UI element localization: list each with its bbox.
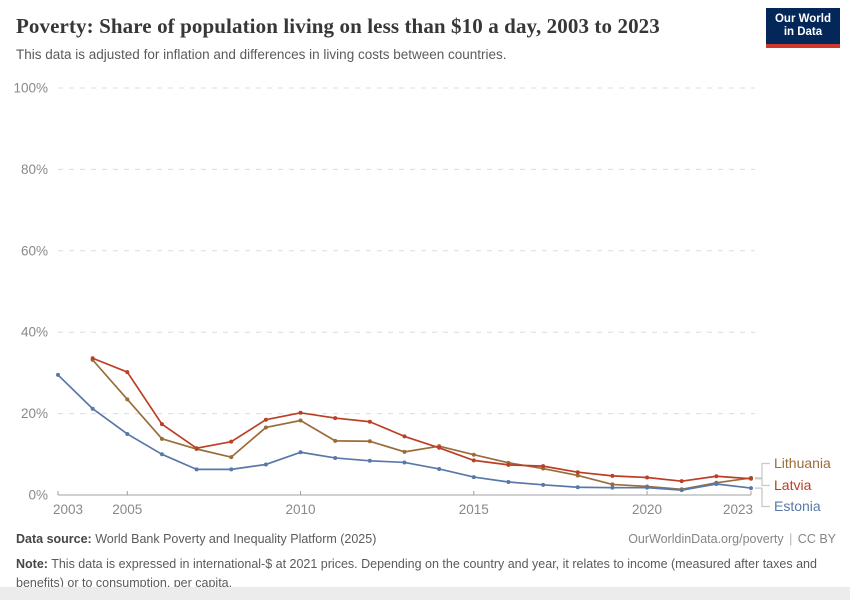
series-point-estonia[interactable]: [56, 372, 60, 377]
series-point-lithuania[interactable]: [575, 473, 580, 478]
x-tick-label-2015: 2015: [459, 502, 489, 517]
series-point-estonia[interactable]: [714, 482, 719, 487]
series-point-estonia[interactable]: [367, 458, 372, 463]
series-point-estonia[interactable]: [679, 488, 684, 493]
license-link[interactable]: CC BY: [797, 532, 836, 546]
series-point-lithuania[interactable]: [298, 418, 303, 423]
data-source-line: Data source: World Bank Poverty and Ineq…: [16, 532, 376, 546]
series-point-latvia[interactable]: [610, 473, 615, 478]
series-point-estonia[interactable]: [610, 485, 615, 490]
series-point-latvia[interactable]: [333, 416, 338, 421]
series-point-estonia[interactable]: [333, 455, 338, 460]
y-tick-label-60: 60%: [21, 243, 48, 258]
chart-header: Poverty: Share of population living on l…: [16, 14, 756, 62]
series-point-lithuania[interactable]: [229, 455, 234, 460]
series-point-estonia[interactable]: [298, 450, 303, 455]
chart-footer: Data source: World Bank Poverty and Ineq…: [16, 532, 836, 594]
series-point-latvia[interactable]: [298, 410, 303, 415]
owid-url-link[interactable]: OurWorldinData.org/poverty: [628, 532, 784, 546]
series-point-latvia[interactable]: [645, 475, 650, 480]
chart-subtitle: This data is adjusted for inflation and …: [16, 47, 507, 62]
series-point-latvia[interactable]: [263, 417, 268, 422]
series-point-latvia[interactable]: [402, 434, 407, 439]
series-point-estonia[interactable]: [575, 485, 580, 490]
series-point-lithuania[interactable]: [402, 449, 407, 454]
series-point-estonia[interactable]: [471, 475, 476, 480]
note-label: Note:: [16, 557, 48, 571]
series-point-estonia[interactable]: [506, 479, 511, 484]
series-point-latvia[interactable]: [437, 445, 442, 450]
series-line-latvia[interactable]: [92, 357, 752, 483]
x-tick-label-2020: 2020: [632, 502, 662, 517]
x-tick-label-2003: 2003: [53, 502, 83, 517]
series-point-estonia[interactable]: [402, 460, 407, 465]
series-point-lithuania[interactable]: [333, 438, 338, 443]
series-point-lithuania[interactable]: [367, 439, 372, 444]
data-source-label: Data source:: [16, 532, 92, 546]
owid-logo-text: Our World in Data: [774, 12, 831, 38]
series-point-latvia[interactable]: [506, 462, 511, 467]
series-point-latvia[interactable]: [679, 479, 684, 484]
attribution-separator: |: [789, 532, 793, 546]
series-point-lithuania[interactable]: [125, 397, 130, 402]
legend-connector-estonia: [755, 487, 770, 508]
series-line-estonia[interactable]: [57, 374, 752, 491]
series-point-estonia[interactable]: [125, 431, 130, 436]
series-point-lithuania[interactable]: [159, 436, 164, 441]
y-tick-label-40: 40%: [21, 325, 48, 340]
x-tick-label-2010: 2010: [286, 502, 316, 517]
series-line-lithuania[interactable]: [92, 359, 752, 491]
series-point-estonia[interactable]: [229, 467, 234, 472]
series-point-estonia[interactable]: [437, 466, 442, 471]
series-point-estonia[interactable]: [90, 406, 95, 411]
series-point-estonia[interactable]: [159, 452, 164, 457]
attribution-line: OurWorldinData.org/poverty | CC BY: [628, 532, 836, 546]
owid-logo[interactable]: Our World in Data: [766, 8, 840, 48]
x-tick-label-2023: 2023: [723, 502, 753, 517]
series-point-estonia[interactable]: [749, 486, 753, 491]
legend-connector-lithuania: [755, 462, 770, 479]
data-source-value: World Bank Poverty and Inequality Platfo…: [95, 532, 377, 546]
series-point-latvia[interactable]: [90, 356, 95, 361]
series-point-latvia[interactable]: [125, 370, 130, 375]
legend-connector-latvia: [755, 478, 770, 487]
series-point-latvia[interactable]: [367, 419, 372, 424]
series-point-latvia[interactable]: [749, 476, 753, 481]
y-tick-label-0: 0%: [28, 488, 48, 503]
y-tick-label-80: 80%: [21, 162, 48, 177]
series-point-latvia[interactable]: [714, 474, 719, 479]
y-tick-label-100: 100%: [13, 81, 48, 96]
series-point-latvia[interactable]: [471, 458, 476, 463]
legend-label-estonia[interactable]: Estonia: [774, 498, 821, 514]
legend-label-lithuania[interactable]: Lithuania: [774, 455, 831, 471]
series-point-estonia[interactable]: [645, 485, 650, 490]
bottom-edge-strip: [0, 587, 850, 600]
series-point-latvia[interactable]: [575, 470, 580, 475]
series-point-latvia[interactable]: [229, 439, 234, 444]
series-point-estonia[interactable]: [194, 467, 199, 472]
series-point-lithuania[interactable]: [263, 425, 268, 430]
series-point-latvia[interactable]: [541, 464, 546, 469]
series-point-latvia[interactable]: [194, 446, 199, 451]
legend-label-latvia[interactable]: Latvia: [774, 477, 812, 493]
note-line: Note: This data is expressed in internat…: [16, 555, 828, 594]
series-point-estonia[interactable]: [263, 462, 268, 467]
series-point-lithuania[interactable]: [610, 482, 615, 487]
y-tick-label-20: 20%: [21, 406, 48, 421]
note-text: This data is expressed in international-…: [16, 557, 817, 591]
series-point-latvia[interactable]: [159, 422, 164, 427]
chart-title: Poverty: Share of population living on l…: [16, 14, 660, 38]
x-tick-label-2005: 2005: [112, 502, 142, 517]
series-point-lithuania[interactable]: [471, 452, 476, 457]
series-point-estonia[interactable]: [541, 482, 546, 487]
